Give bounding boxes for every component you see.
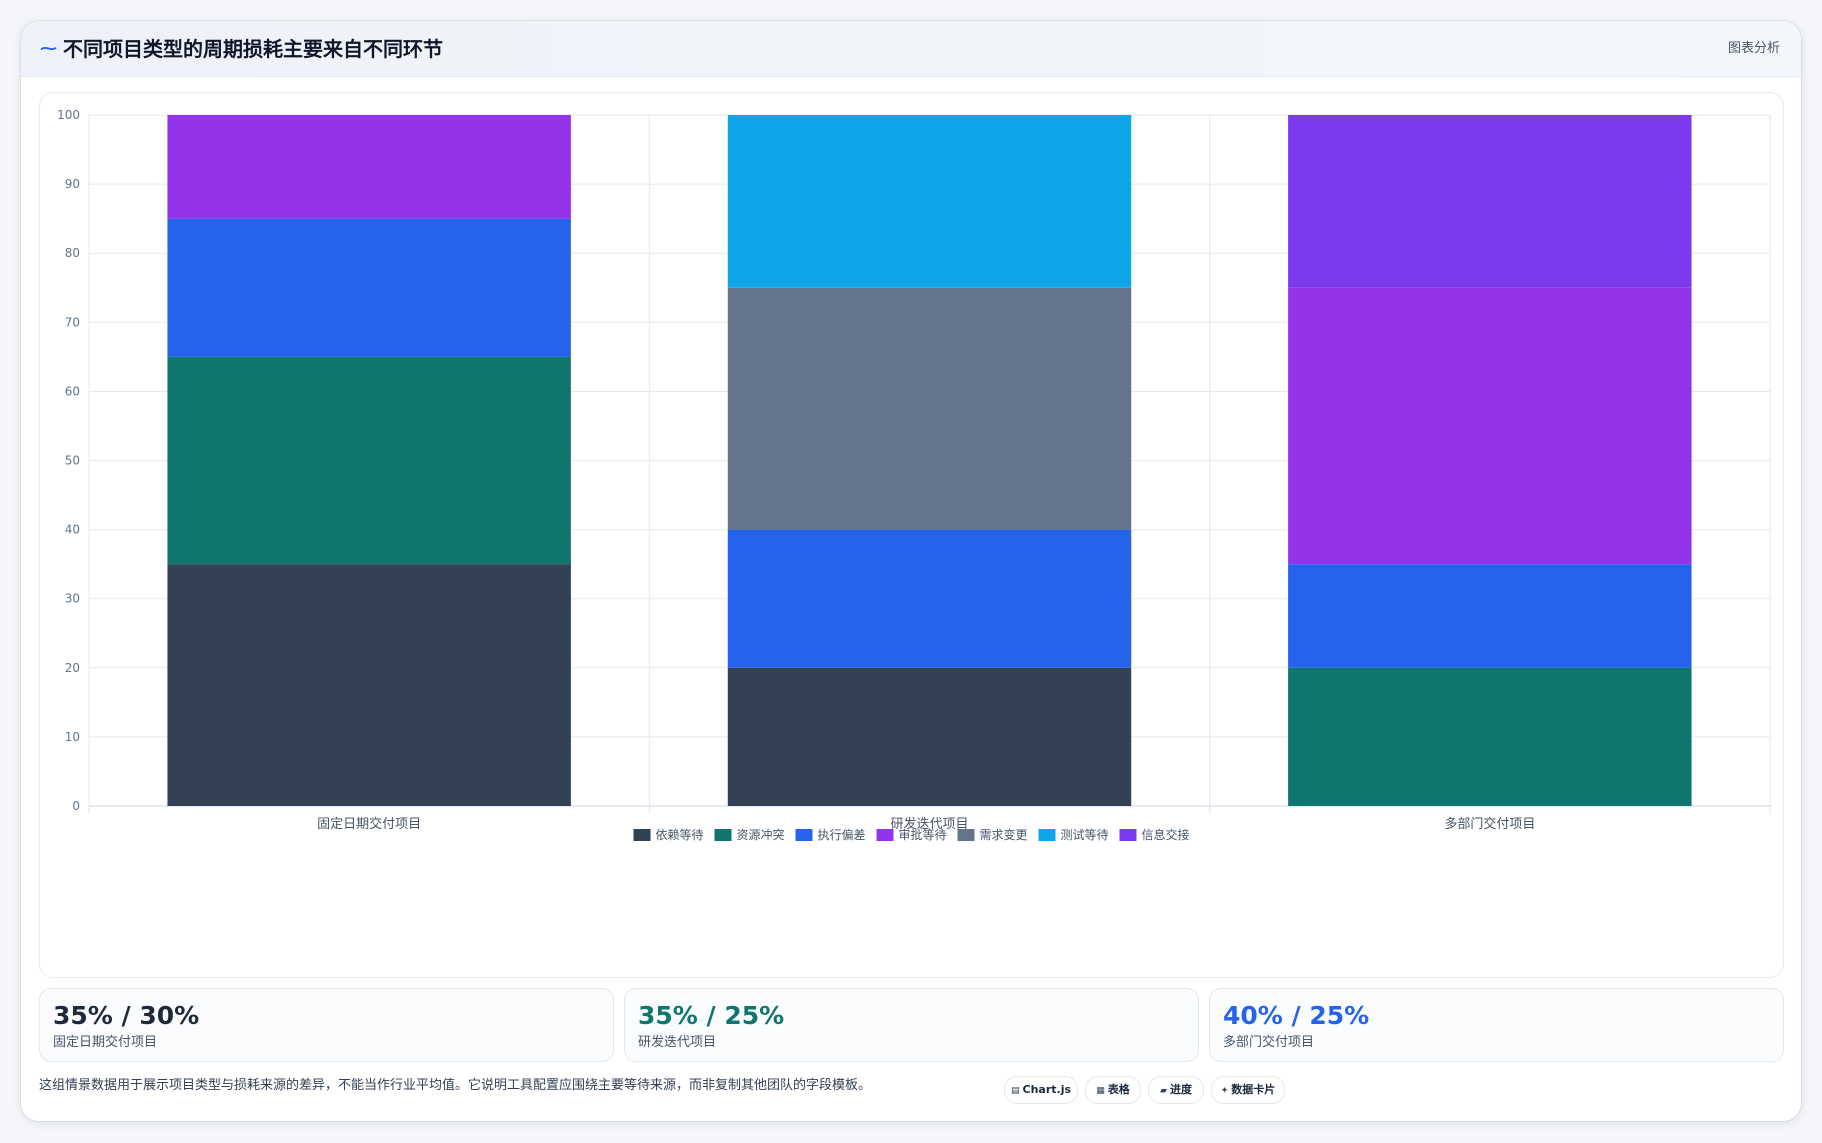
stacked-bar-chart: 0 10 20 30 40 50 60 70 80 90 100 固定日期交付项目 研发迭代项目 多部门交… — [57, 108, 1771, 842]
bar-segment — [727, 287, 1132, 530]
x-tick-label: 研发迭代项目 — [890, 816, 968, 832]
stat-card-multi-dept: 40% / 25% 多部门交付项目 — [1209, 988, 1784, 1062]
progress-icon: ▰ — [1160, 1086, 1167, 1096]
stat-label: 固定日期交付项目 — [53, 1035, 158, 1050]
pill-table[interactable]: ▦ 表格 — [1085, 1076, 1141, 1104]
y-tick-label: 0 — [72, 799, 80, 813]
y-tick-label: 80 — [65, 246, 80, 260]
pill-label: 进度 — [1169, 1083, 1192, 1096]
y-tick-label: 20 — [65, 661, 80, 675]
legend-swatch — [633, 829, 651, 841]
trend-icon: ⁓ — [40, 39, 57, 59]
y-tick-label: 30 — [65, 592, 80, 606]
bar-segment — [1288, 115, 1692, 288]
x-tick-label: 固定日期交付项目 — [317, 816, 421, 832]
card-title: 不同项目类型的周期损耗主要来自不同环节 — [63, 37, 443, 61]
card-header: ⁓ 不同项目类型的周期损耗主要来自不同环节 图表分析 — [21, 21, 1801, 77]
legend-swatch — [1119, 829, 1137, 841]
y-tick-label: 60 — [65, 384, 80, 398]
stat-value: 40% / 25% — [1223, 1001, 1370, 1030]
legend-label: 执行偏差 — [818, 827, 866, 842]
stat-card-rd-iteration: 35% / 25% 研发迭代项目 — [624, 988, 1199, 1062]
bar-segment — [167, 218, 571, 357]
legend-swatch — [876, 829, 894, 841]
legend-swatch — [714, 829, 732, 841]
pill-label: Chart.js — [1022, 1083, 1072, 1096]
bar-segment — [727, 529, 1132, 668]
pill-label: 数据卡片 — [1231, 1083, 1276, 1096]
bar-segment — [167, 564, 571, 806]
stat-label: 研发迭代项目 — [638, 1035, 717, 1050]
pill-data-card[interactable]: ✦ 数据卡片 — [1211, 1076, 1285, 1104]
y-tick-label: 40 — [65, 523, 80, 537]
y-tick-label: 10 — [65, 730, 80, 744]
pill-chartjs[interactable]: ▤ Chart.js — [1004, 1076, 1078, 1104]
legend-swatch — [795, 829, 813, 841]
pill-progress[interactable]: ▰ 进度 — [1148, 1076, 1204, 1104]
footnote: 这组情景数据用于展示项目类型与损耗来源的差异，不能当作行业平均值。它说明工具配置… — [39, 1078, 872, 1093]
chart-icon: ▤ — [1010, 1086, 1020, 1096]
legend-label: 需求变更 — [980, 827, 1028, 842]
bar-segment — [727, 115, 1132, 288]
legend-swatch — [957, 829, 975, 841]
legend-label: 审批等待 — [899, 827, 947, 842]
pill-label: 表格 — [1107, 1083, 1130, 1096]
bar-segment — [167, 115, 571, 219]
bar-segment — [1288, 287, 1692, 565]
card-icon: ✦ — [1220, 1086, 1229, 1096]
chart-panel: 0 10 20 30 40 50 60 70 80 90 100 固定日期交付项目 研发迭代项目 多部门交… — [39, 92, 1784, 978]
chart-card: ⁓ 不同项目类型的周期损耗主要来自不同环节 图表分析 0 10 20 30 40 50 60… — [21, 21, 1801, 1121]
chart-analysis-button[interactable]: 图表分析 — [1727, 41, 1780, 56]
y-tick-label: 90 — [65, 177, 80, 191]
legend-label: 测试等待 — [1061, 827, 1109, 842]
stat-value: 35% / 25% — [638, 1001, 785, 1030]
legend-label: 依赖等待 — [656, 827, 704, 842]
legend-label: 资源冲突 — [737, 827, 785, 842]
stat-value: 35% / 30% — [53, 1001, 200, 1030]
bar-segment — [1288, 564, 1692, 668]
bar-segment — [167, 356, 571, 565]
legend-label: 信息交接 — [1142, 827, 1190, 842]
y-tick-label: 50 — [65, 454, 80, 468]
x-tick-label: 多部门交付项目 — [1444, 816, 1535, 832]
y-tick-label: 100 — [57, 108, 80, 122]
legend-swatch — [1038, 829, 1056, 841]
stat-card-fixed-date: 35% / 30% 固定日期交付项目 — [39, 988, 614, 1062]
bar-segment — [1288, 667, 1692, 806]
stat-label: 多部门交付项目 — [1223, 1035, 1315, 1050]
y-tick-label: 70 — [65, 315, 80, 329]
table-icon: ▦ — [1096, 1086, 1105, 1096]
bar-segment — [727, 667, 1132, 806]
